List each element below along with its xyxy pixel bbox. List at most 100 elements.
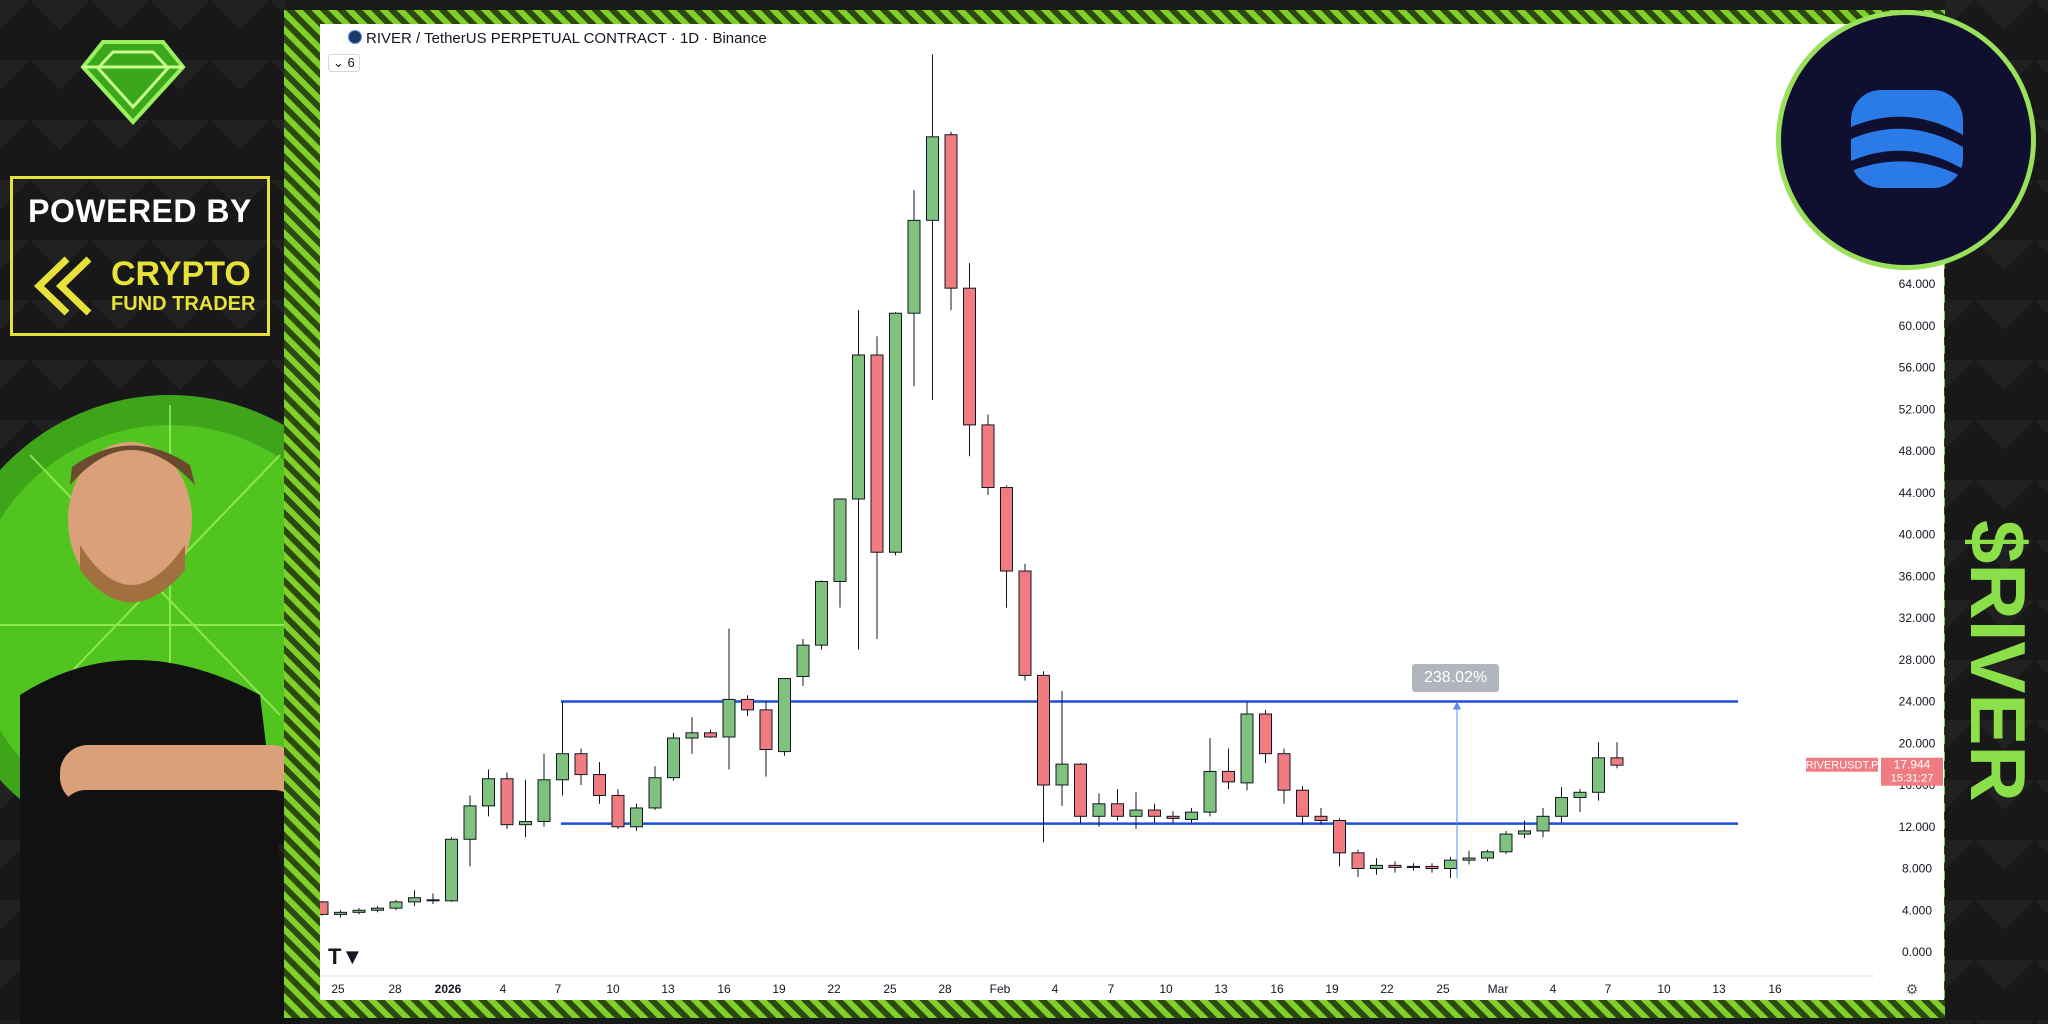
candle-body <box>1462 857 1476 861</box>
candle-body <box>1000 487 1013 572</box>
diamond-logo-icon <box>80 40 186 125</box>
y-tick-label: 24.000 <box>1899 695 1936 709</box>
candle-body <box>1481 851 1494 859</box>
candle-body <box>852 354 865 500</box>
candle-body <box>1092 803 1106 817</box>
candle-body <box>1111 803 1124 817</box>
candle-body <box>1055 763 1069 786</box>
measure-percent-label: 238.02% <box>1412 664 1500 692</box>
measure-arrow-head <box>1453 701 1461 710</box>
tradingview-chart[interactable]: 0.0004.0008.00012.00016.00020.00024.0002… <box>320 24 1944 1000</box>
x-tick-label: 7 <box>555 982 562 996</box>
y-tick-label: 60.000 <box>1899 319 1936 333</box>
candle-body <box>1074 763 1087 817</box>
x-tick-label: 13 <box>1214 982 1228 996</box>
candle-body <box>1444 859 1457 870</box>
candle-body <box>778 678 791 753</box>
y-tick-label: 48.000 <box>1899 444 1936 458</box>
candle-body <box>944 134 958 289</box>
powered-by-label: POWERED BY <box>28 193 252 229</box>
x-tick-label: 13 <box>1712 982 1726 996</box>
candlestick-chart[interactable]: 0.0004.0008.00012.00016.00020.00024.0002… <box>320 24 1944 1000</box>
candle-body <box>611 794 625 828</box>
candle-body <box>1351 852 1365 869</box>
candle-body <box>1333 819 1346 854</box>
price-tag-bg <box>1881 757 1943 786</box>
x-tick-label: 10 <box>1159 982 1173 996</box>
candle-body <box>685 732 699 739</box>
candle-body <box>593 774 606 796</box>
indicators-collapse-button[interactable]: ⌄ 6 <box>328 54 360 72</box>
candle-body <box>1536 815 1550 832</box>
crypto-fund-trader-logo-icon <box>33 256 92 316</box>
candle-body <box>981 424 995 489</box>
y-tick-label: 8.000 <box>1902 862 1932 876</box>
candle-body <box>907 219 921 314</box>
candle-body <box>759 709 773 751</box>
x-tick-label: 7 <box>1605 982 1612 996</box>
candle-body <box>1259 713 1272 755</box>
candle-body <box>889 312 902 553</box>
candle-body <box>1573 791 1587 799</box>
chart-title: RIVER / TetherUS PERPETUAL CONTRACT · 1D… <box>348 30 767 47</box>
presenter-photo <box>0 395 300 1024</box>
price-tag-value: 17.944 <box>1894 758 1931 772</box>
candle-body <box>352 909 366 913</box>
x-tick-label: 28 <box>388 982 402 996</box>
sponsor-box: POWERED BY CRYPTO FUND TRADER <box>10 176 270 336</box>
price-tag-countdown: 15:31:27 <box>1891 773 1934 785</box>
x-tick-label: 4 <box>500 982 507 996</box>
x-tick-label: 4 <box>1550 982 1557 996</box>
settings-gear-icon[interactable]: ⚙ <box>1906 981 1919 997</box>
x-tick-label: 16 <box>717 982 731 996</box>
y-tick-label: 64.000 <box>1899 277 1936 291</box>
candle-body <box>815 580 828 646</box>
candle-body <box>648 777 662 809</box>
x-tick-label: 4 <box>1052 982 1059 996</box>
x-tick-label: 25 <box>1436 982 1450 996</box>
x-tick-label: 13 <box>661 982 675 996</box>
candle-body <box>704 732 717 738</box>
candle-body <box>574 753 588 776</box>
candle-body <box>1018 570 1032 676</box>
y-tick-label: 0.000 <box>1902 945 1932 959</box>
candle-body <box>870 354 884 553</box>
river-ticker-label: $RIVER <box>1954 520 2042 802</box>
tradingview-logo-icon[interactable]: T▼ <box>328 944 364 969</box>
y-tick-label: 20.000 <box>1899 736 1936 750</box>
candle-body <box>500 778 514 826</box>
candle-body <box>1037 674 1050 786</box>
left-branding-panel: POWERED BY CRYPTO FUND TRADER <box>0 0 300 1024</box>
candle-body <box>426 899 440 902</box>
candle-body <box>408 897 421 903</box>
candle-body <box>1166 815 1180 819</box>
candle-body <box>1296 789 1309 817</box>
x-tick-label: 19 <box>772 982 786 996</box>
candle-body <box>463 805 477 840</box>
candle-body <box>667 737 680 779</box>
candle-body <box>1129 809 1143 817</box>
x-tick-label: Mar <box>1488 982 1509 996</box>
candle-body <box>371 907 384 911</box>
y-tick-label: 52.000 <box>1899 402 1936 416</box>
x-tick-label: Feb <box>990 982 1011 996</box>
y-tick-label: 56.000 <box>1899 361 1936 375</box>
sponsor-name-line2: FUND TRADER <box>111 293 256 315</box>
candle-body <box>963 287 976 426</box>
candle-body <box>833 498 847 582</box>
candle-body <box>630 807 643 828</box>
x-tick-label: 2026 <box>435 982 462 996</box>
candle-body <box>1277 753 1291 791</box>
candle-body <box>1388 864 1402 868</box>
price-tag-symbol-bg <box>1806 757 1878 772</box>
candle-body <box>1370 864 1383 870</box>
x-tick-label: 28 <box>938 982 952 996</box>
indicator-count: 6 <box>347 55 355 70</box>
candle-body <box>1185 811 1198 820</box>
x-tick-label: 10 <box>1657 982 1671 996</box>
y-tick-label: 44.000 <box>1899 486 1936 500</box>
candle-body <box>1425 865 1439 869</box>
x-tick-label: 25 <box>883 982 897 996</box>
x-tick-label: 16 <box>1768 982 1782 996</box>
y-tick-label: 28.000 <box>1899 653 1936 667</box>
